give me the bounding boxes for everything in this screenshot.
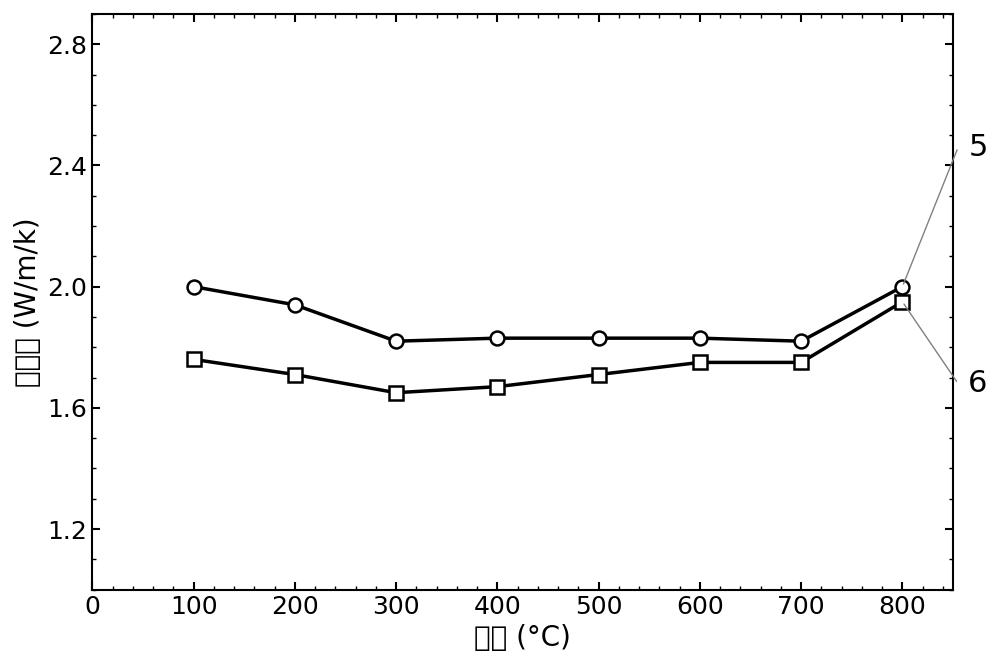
- Y-axis label: 热导率 (W/m/k): 热导率 (W/m/k): [14, 217, 42, 386]
- X-axis label: 温度 (°C): 温度 (°C): [474, 624, 571, 652]
- Text: 6: 6: [968, 369, 988, 398]
- Text: 5: 5: [968, 133, 988, 162]
